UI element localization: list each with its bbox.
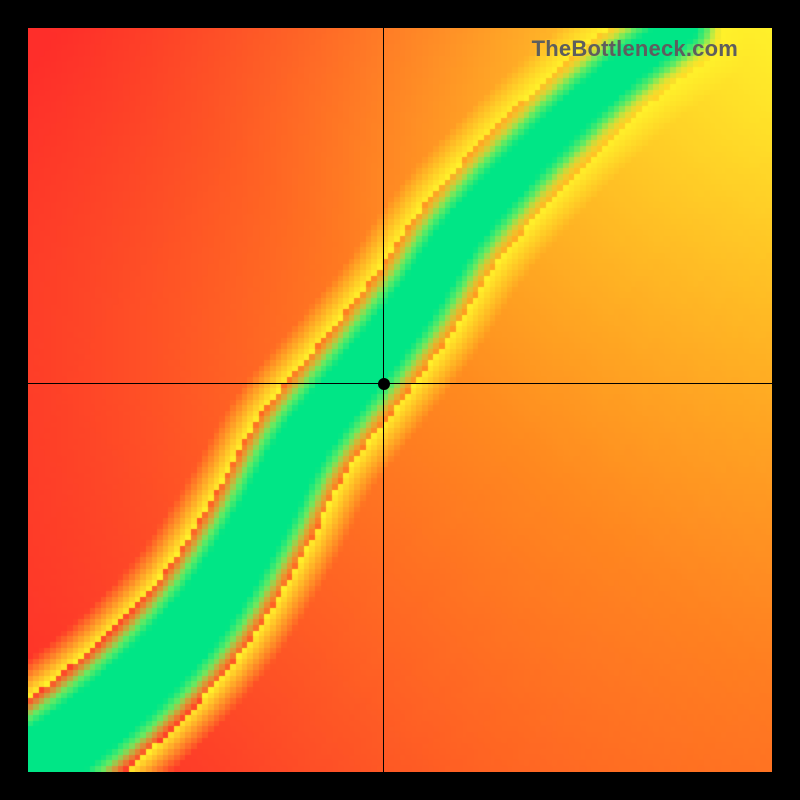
watermark-text: TheBottleneck.com <box>532 36 738 62</box>
heatmap-canvas-wrap <box>28 28 772 772</box>
crosshair-vertical-line <box>383 28 384 772</box>
chart-frame: TheBottleneck.com <box>28 28 772 772</box>
crosshair-horizontal-line <box>28 383 772 384</box>
crosshair-marker-dot <box>378 378 390 390</box>
bottleneck-heatmap <box>28 28 772 772</box>
